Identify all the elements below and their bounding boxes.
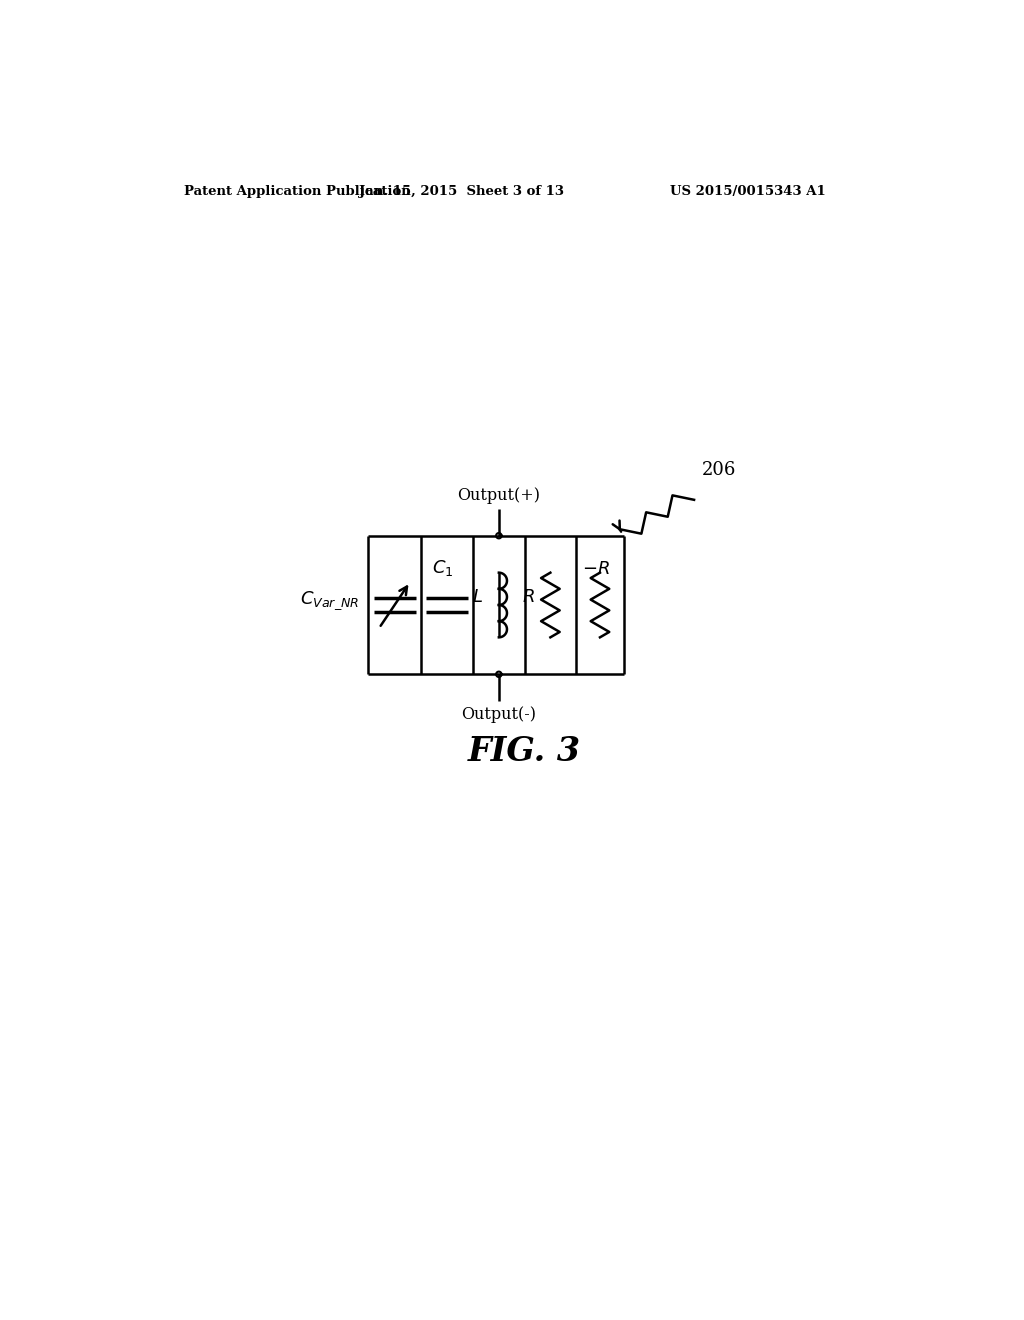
Text: $\mathit{R}$: $\mathit{R}$ [522, 589, 536, 606]
Text: $\mathit{-R}$: $\mathit{-R}$ [583, 560, 610, 578]
Text: US 2015/0015343 A1: US 2015/0015343 A1 [671, 185, 826, 198]
Text: $\mathit{C}_{\mathit{Var\_NR}}$: $\mathit{C}_{\mathit{Var\_NR}}$ [300, 590, 359, 612]
Text: Patent Application Publication: Patent Application Publication [183, 185, 411, 198]
Text: 206: 206 [701, 462, 736, 479]
Text: Jan. 15, 2015  Sheet 3 of 13: Jan. 15, 2015 Sheet 3 of 13 [358, 185, 564, 198]
Text: $\mathit{C}_{\mathit{1}}$: $\mathit{C}_{\mathit{1}}$ [432, 558, 454, 578]
Text: Output(+): Output(+) [458, 487, 541, 504]
Text: FIG. 3: FIG. 3 [468, 735, 582, 768]
Text: $\mathit{L}$: $\mathit{L}$ [472, 589, 482, 606]
Text: Output(-): Output(-) [462, 706, 537, 723]
